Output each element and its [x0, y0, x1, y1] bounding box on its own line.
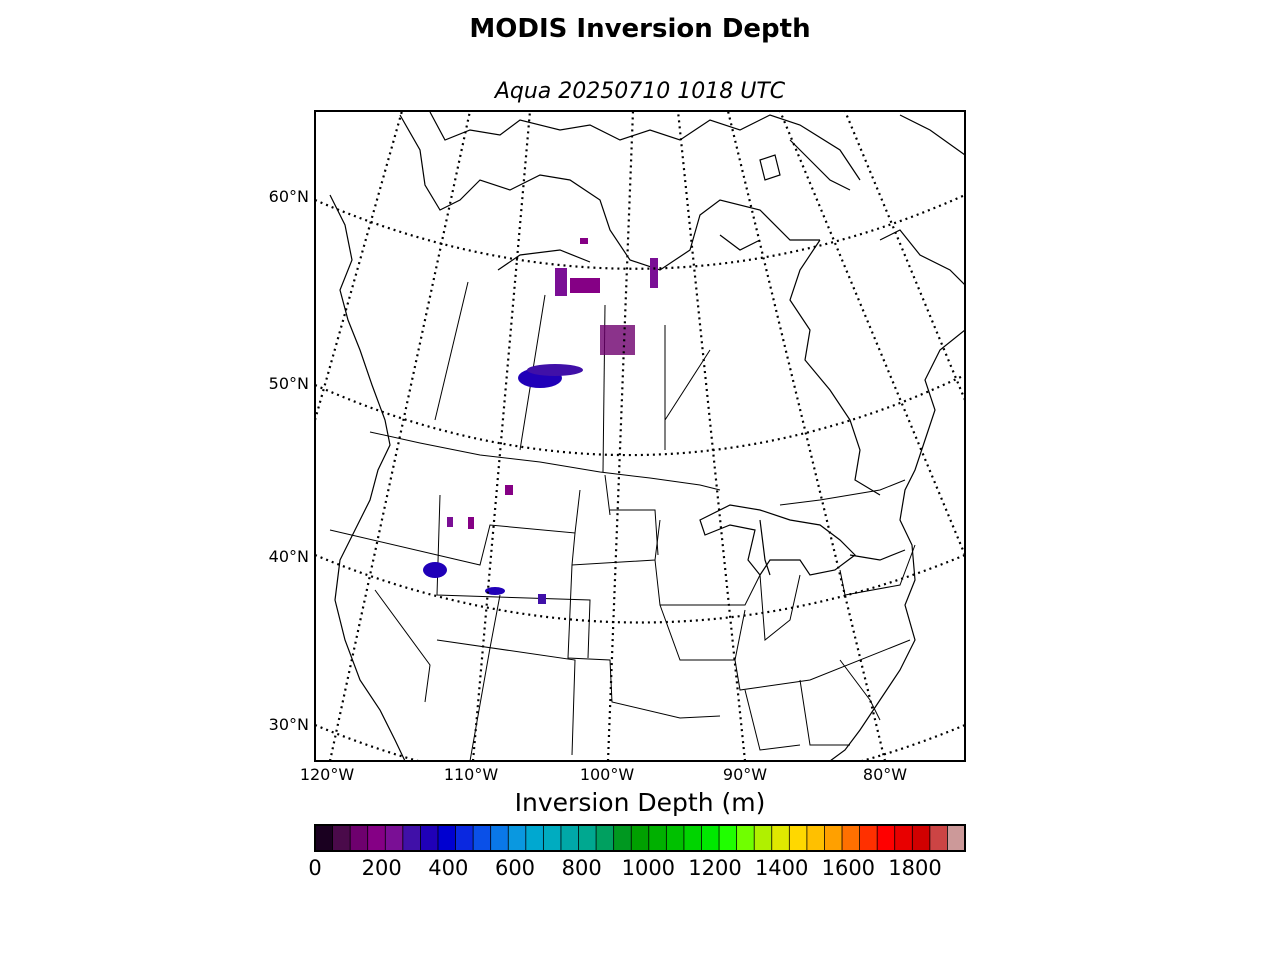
longitude-line-50 [843, 111, 965, 401]
colorbar-segment [455, 825, 474, 851]
longitude-line-90 [606, 111, 635, 761]
colorbar-segment [912, 825, 931, 851]
colorbar-segment [666, 825, 685, 851]
data-patch [580, 238, 588, 244]
colorbar-segment [754, 825, 773, 851]
colorbar-tick-label: 1800 [888, 856, 941, 880]
latitude-labels: 60°N 50°N 40°N 30°N [269, 187, 309, 734]
colorbar-segment [490, 825, 509, 851]
data-patch [538, 594, 546, 604]
longitude-line-100 [471, 111, 532, 761]
colorbar-segment [947, 825, 966, 851]
longitude-labels: 120°W 110°W 100°W 90°W 80°W [300, 765, 907, 784]
lon-label-80: 80°W [863, 765, 907, 784]
colorbar-segment [473, 825, 492, 851]
colorbar-tick-label: 800 [562, 856, 602, 880]
lon-label-100: 100°W [580, 765, 635, 784]
colorbar-segment [560, 825, 580, 851]
colorbar-segment [596, 825, 615, 851]
longitude-line-60 [778, 111, 965, 556]
colorbar-segment [701, 825, 720, 851]
latitude-line-60 [315, 193, 965, 270]
lat-label-60: 60°N [269, 187, 309, 206]
data-patch [600, 325, 635, 355]
map-subtitle: Aqua 20250710 1018 UTC [494, 79, 786, 104]
lon-label-120: 120°W [300, 765, 355, 784]
data-patch [505, 485, 513, 495]
colorbar-segment [771, 825, 790, 851]
colorbar-segment [736, 825, 755, 851]
lon-label-90: 90°W [723, 765, 767, 784]
political-borders [329, 281, 916, 761]
latitude-line-40 [315, 553, 965, 624]
data-patch [650, 258, 658, 288]
colorbar-tick-label: 200 [362, 856, 402, 880]
colorbar-segment [719, 825, 738, 851]
colorbar-ticks: 0 200 400 600 800 1000 1200 1400 1600 1800 [308, 856, 941, 880]
colorbar-segment [877, 825, 896, 851]
colorbar-segment [648, 825, 667, 851]
colorbar-segment [332, 825, 351, 851]
colorbar-segment [367, 825, 386, 851]
colorbar-segment [683, 825, 703, 851]
colorbar-segment [894, 825, 913, 851]
colorbar-segment [402, 825, 422, 851]
lat-label-50: 50°N [269, 374, 309, 393]
colorbar-segment [613, 825, 632, 851]
colorbar-tick-label: 1600 [822, 856, 875, 880]
colorbar-segment [315, 825, 334, 851]
longitude-line-80 [676, 111, 747, 761]
colorbar-segment [789, 825, 808, 851]
map-title: MODIS Inversion Depth [469, 14, 811, 44]
colorbar-segment [437, 825, 457, 851]
longitude-line-120 [315, 111, 404, 421]
colorbar-tick-label: 0 [308, 856, 321, 880]
colorbar-tick-label: 400 [428, 856, 468, 880]
latitude-line-30 [315, 723, 965, 761]
colorbar-segment [578, 825, 597, 851]
colorbar-segment [525, 825, 544, 851]
colorbar-segment [420, 825, 439, 851]
colorbar-tick-label: 1200 [688, 856, 741, 880]
data-patch [555, 268, 567, 296]
coastlines [329, 111, 965, 761]
data-patch [485, 587, 505, 595]
colorbar-segments [315, 825, 966, 851]
latitude-line-50 [315, 374, 965, 457]
colorbar-tick-label: 1400 [755, 856, 808, 880]
data-patch [468, 517, 474, 529]
data-patch [570, 278, 600, 293]
colorbar-segment [350, 825, 369, 851]
colorbar-segment [824, 825, 843, 851]
colorbar-segment [508, 825, 527, 851]
colorbar-segment [385, 825, 404, 851]
colorbar-label: Inversion Depth (m) [515, 788, 766, 817]
longitude-line-110 [328, 111, 472, 761]
graticule [315, 111, 965, 761]
colorbar-tick-label: 600 [495, 856, 535, 880]
colorbar-segment [631, 825, 650, 851]
colorbar-segment [929, 825, 949, 851]
lat-label-40: 40°N [269, 547, 309, 566]
map-frame [314, 110, 966, 762]
colorbar-segment [806, 825, 826, 851]
map-area [315, 111, 965, 761]
colorbar-segment [543, 825, 562, 851]
colorbar-segment [842, 825, 861, 851]
inversion-data-layer [423, 238, 658, 604]
data-patch [527, 364, 583, 376]
colorbar-tick-label: 1000 [622, 856, 675, 880]
data-patch [423, 562, 447, 578]
colorbar-frame [314, 824, 966, 852]
lon-label-110: 110°W [444, 765, 499, 784]
data-patch [447, 517, 453, 527]
lat-label-30: 30°N [269, 715, 309, 734]
colorbar-segment [859, 825, 878, 851]
